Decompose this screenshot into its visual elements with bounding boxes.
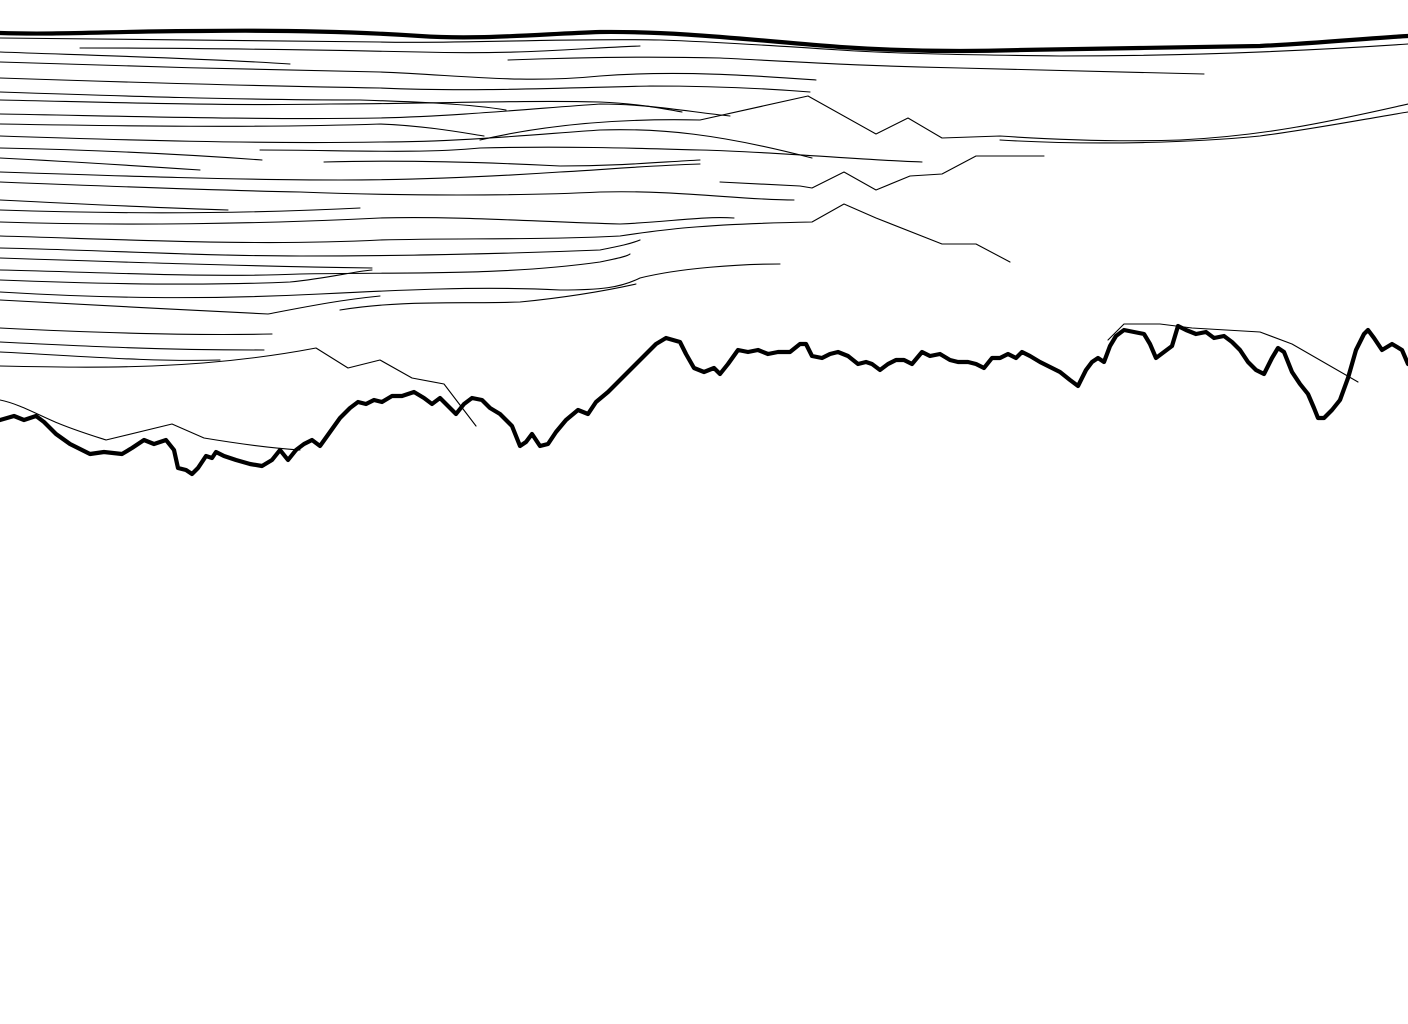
ground-surface-line — [0, 323, 1408, 477]
layer-line — [0, 207, 361, 214]
layer-line — [0, 327, 273, 336]
layer-line — [0, 239, 641, 257]
layer-line — [0, 257, 373, 269]
layer-line — [0, 203, 1011, 263]
layer-line — [1107, 323, 1359, 383]
layer-line — [0, 103, 731, 120]
layer-line — [323, 159, 701, 167]
layer-line — [0, 129, 813, 159]
top-boundary-line — [0, 28, 1408, 54]
layer-line — [259, 146, 923, 163]
layer-line — [507, 56, 1205, 75]
layer-line — [0, 37, 1408, 57]
layer-line — [999, 111, 1408, 144]
layer-line — [0, 163, 701, 181]
layer-line — [0, 199, 229, 211]
layer-line — [0, 263, 781, 299]
layer-line — [0, 217, 735, 225]
layer-line — [0, 51, 291, 65]
layer-line — [0, 77, 811, 93]
layer-line — [339, 283, 637, 311]
stratigraphic-layer-lines — [0, 37, 1408, 451]
layer-line — [0, 351, 221, 361]
layer-line — [0, 341, 265, 351]
layer-line — [0, 181, 795, 201]
layer-line — [719, 155, 1045, 191]
layer-line — [0, 99, 683, 113]
layer-line — [0, 399, 301, 451]
layer-line — [0, 123, 485, 137]
layer-line — [0, 295, 381, 315]
layer-line — [0, 157, 201, 171]
layer-line — [0, 91, 507, 111]
layer-line — [79, 45, 641, 54]
layer-line — [0, 269, 373, 285]
layer-line — [0, 61, 817, 81]
layer-line — [0, 253, 631, 276]
layer-line — [0, 147, 263, 161]
layer-line — [479, 95, 1408, 142]
layer-line — [0, 347, 477, 427]
